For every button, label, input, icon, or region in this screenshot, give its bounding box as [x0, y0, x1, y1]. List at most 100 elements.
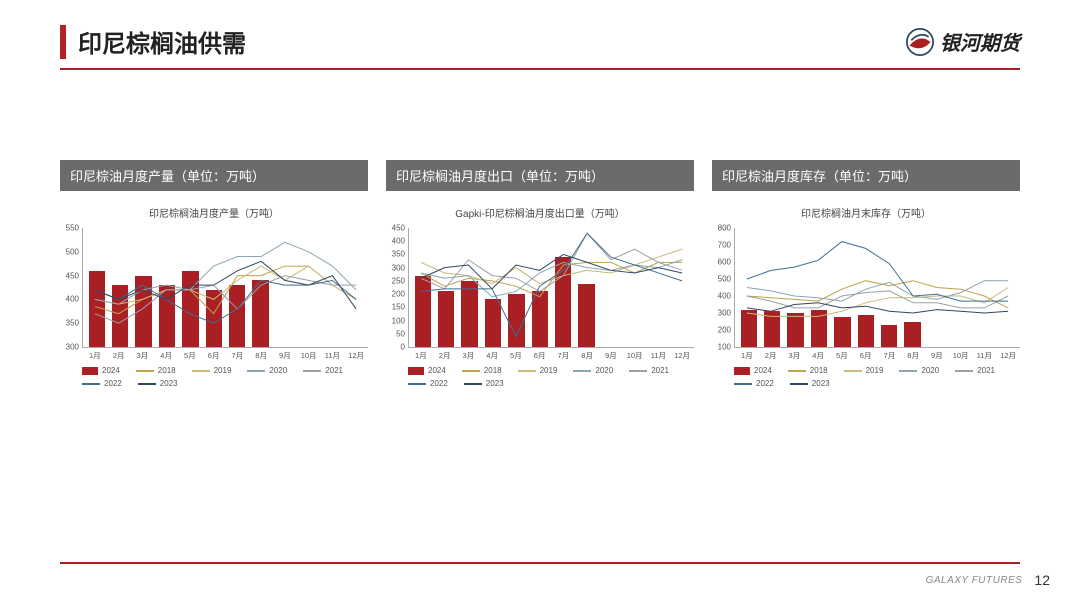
lines-layer	[409, 228, 694, 347]
x-tick: 10月	[949, 350, 973, 361]
plot-area: 0501001502002503003504004501月2月3月4月5月6月7…	[408, 228, 694, 348]
y-tick: 300	[392, 263, 405, 272]
x-tick: 4月	[154, 350, 178, 361]
panel-header: 印尼棕油月度产量（单位：万吨）	[60, 160, 368, 191]
legend-item: 2019	[192, 366, 232, 375]
x-tick: 6月	[854, 350, 878, 361]
legend-label: 2022	[430, 379, 448, 388]
legend-label: 2018	[810, 366, 828, 375]
charts-row: 印尼棕油月度产量（单位：万吨）印尼棕榈油月度产量（万吨）300350400450…	[60, 160, 1020, 375]
x-tick: 9月	[925, 350, 949, 361]
legend-label: 2019	[866, 366, 884, 375]
chart-panel: 印尼棕榈油月度出口（单位：万吨）Gapki-印尼棕榈油月度出口量（万吨）0501…	[386, 160, 694, 375]
legend-label: 2024	[754, 366, 772, 375]
y-tick: 600	[718, 258, 731, 267]
y-tick: 100	[718, 343, 731, 352]
legend-label: 2020	[921, 366, 939, 375]
legend-item: 2024	[408, 366, 446, 375]
y-tick: 350	[66, 319, 79, 328]
x-ticks: 1月2月3月4月5月6月7月8月9月10月11月12月	[409, 350, 694, 361]
legend-item: 2018	[462, 366, 502, 375]
x-ticks: 1月2月3月4月5月6月7月8月9月10月11月12月	[735, 350, 1020, 361]
x-tick: 12月	[670, 350, 694, 361]
x-tick: 12月	[344, 350, 368, 361]
x-tick: 2月	[759, 350, 783, 361]
legend-label: 2021	[977, 366, 995, 375]
x-tick: 7月	[552, 350, 576, 361]
x-tick: 11月	[321, 350, 345, 361]
legend-item: 2022	[82, 379, 122, 388]
x-tick: 11月	[647, 350, 671, 361]
legend-swatch	[82, 367, 98, 375]
legend-item: 2022	[408, 379, 448, 388]
title-block: 印尼棕榈油供需	[60, 24, 246, 59]
legend-swatch	[790, 383, 808, 385]
legend-item: 2019	[844, 366, 884, 375]
x-tick: 6月	[202, 350, 226, 361]
legend-label: 2023	[486, 379, 504, 388]
legend-item: 2018	[788, 366, 828, 375]
legend-swatch	[192, 370, 210, 372]
x-tick: 10月	[623, 350, 647, 361]
legend-label: 2019	[214, 366, 232, 375]
y-tick: 400	[718, 292, 731, 301]
plot-area: 3003504004505005501月2月3月4月5月6月7月8月9月10月1…	[82, 228, 368, 348]
x-tick: 1月	[409, 350, 433, 361]
legend-label: 2024	[102, 366, 120, 375]
footer: GALAXY FUTURES 12	[60, 572, 1050, 588]
legend-swatch	[734, 367, 750, 375]
x-tick: 9月	[599, 350, 623, 361]
series-line-2019	[95, 266, 356, 304]
x-tick: 1月	[83, 350, 107, 361]
x-tick: 2月	[433, 350, 457, 361]
footer-label: GALAXY FUTURES	[926, 575, 1023, 586]
y-tick: 250	[392, 276, 405, 285]
legend-label: 2024	[428, 366, 446, 375]
x-tick: 3月	[783, 350, 807, 361]
chart-panel: 印尼棕油月度产量（单位：万吨） 印尼棕榈油月度产量（万吨） 300350400450…	[60, 160, 368, 375]
x-tick: 8月	[901, 350, 925, 361]
legend-item: 2021	[303, 366, 343, 375]
legend-swatch	[247, 370, 265, 372]
panel-header: 印尼棕油月度库存（单位：万吨）	[712, 160, 1020, 191]
legend-label: 2022	[756, 379, 774, 388]
lines-layer	[83, 228, 368, 347]
logo: 银河期货	[906, 27, 1020, 56]
series-line-2023	[95, 261, 356, 309]
y-tick: 300	[66, 343, 79, 352]
legend-item: 2023	[790, 379, 830, 388]
y-tick: 200	[718, 326, 731, 335]
x-tick: 6月	[528, 350, 552, 361]
chart-panel: 印尼棕油月度库存（单位：万吨）印尼棕榈油月末库存（万吨）100200300400…	[712, 160, 1020, 375]
y-tick: 800	[718, 224, 731, 233]
legend: 2024201820192020202120222023	[408, 366, 694, 388]
x-tick: 1月	[735, 350, 759, 361]
legend-swatch	[408, 383, 426, 385]
logo-text: 银河期货	[940, 27, 1020, 56]
legend-item: 2020	[899, 366, 939, 375]
legend-swatch	[573, 370, 591, 372]
legend: 2024201820192020202120222023	[82, 366, 368, 388]
legend-swatch	[408, 367, 424, 375]
chart-subtitle: 印尼棕榈油月度产量（万吨）	[60, 205, 368, 220]
title-accent-bar	[60, 25, 66, 59]
legend-swatch	[462, 370, 480, 372]
x-tick: 2月	[107, 350, 131, 361]
x-tick: 5月	[504, 350, 528, 361]
legend-label: 2018	[484, 366, 502, 375]
y-tick: 300	[718, 309, 731, 318]
y-tick: 700	[718, 241, 731, 250]
y-tick: 450	[66, 271, 79, 280]
series-line-2021	[747, 291, 1008, 308]
y-tick: 50	[396, 329, 405, 338]
y-tick: 500	[66, 247, 79, 256]
legend-label: 2021	[325, 366, 343, 375]
legend-swatch	[464, 383, 482, 385]
legend-label: 2020	[269, 366, 287, 375]
y-tick: 100	[392, 316, 405, 325]
page-title: 印尼棕榈油供需	[78, 24, 246, 59]
legend-swatch	[788, 370, 806, 372]
legend-swatch	[82, 383, 100, 385]
y-tick: 200	[392, 290, 405, 299]
legend-swatch	[629, 370, 647, 372]
